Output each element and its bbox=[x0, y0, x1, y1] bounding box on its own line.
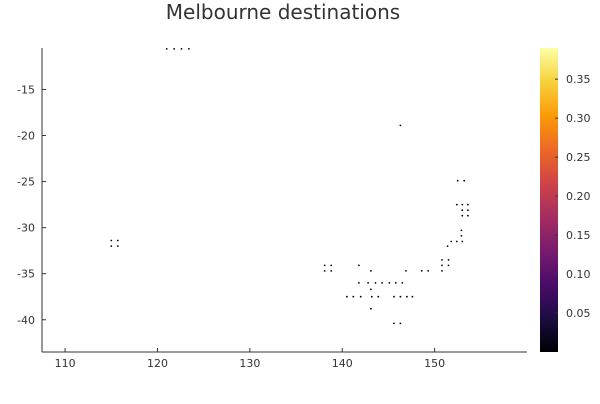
y-tick-label: -15 bbox=[17, 83, 35, 96]
colorbar-tick-label: 0.30 bbox=[566, 112, 591, 125]
data-point bbox=[399, 322, 402, 325]
data-point bbox=[330, 270, 333, 272]
data-point bbox=[411, 295, 414, 298]
chart-title: Melbourne destinations bbox=[166, 0, 400, 24]
data-point bbox=[367, 282, 369, 284]
data-point bbox=[352, 295, 355, 298]
data-point bbox=[467, 214, 469, 217]
data-point bbox=[393, 322, 395, 325]
scatter-points bbox=[110, 48, 469, 325]
data-point bbox=[450, 240, 453, 243]
data-point bbox=[323, 264, 326, 267]
x-tick-label: 150 bbox=[424, 357, 445, 370]
y-tick-label: -35 bbox=[17, 268, 35, 281]
plot-axes: 110 120 130 140 150 -15 -20 -25 -30 -35 -40 bbox=[17, 48, 527, 370]
x-tick-label: 140 bbox=[332, 357, 353, 370]
colorbar-gradient bbox=[540, 48, 558, 352]
data-point bbox=[173, 48, 176, 50]
data-point bbox=[110, 239, 113, 242]
data-point bbox=[406, 295, 408, 298]
data-point bbox=[346, 295, 348, 298]
colorbar-tick-label: 0.15 bbox=[566, 229, 591, 242]
data-point bbox=[461, 209, 464, 212]
y-tick-label: -40 bbox=[17, 314, 35, 327]
data-point bbox=[323, 270, 326, 272]
colorbar-tick-label: 0.35 bbox=[566, 73, 591, 86]
data-point bbox=[370, 270, 372, 272]
data-point bbox=[461, 203, 464, 206]
data-point bbox=[405, 270, 407, 272]
data-point bbox=[116, 239, 119, 242]
data-point bbox=[358, 264, 360, 267]
colorbar: 0.05 0.10 0.15 0.20 0.25 0.30 0.35 bbox=[540, 48, 591, 352]
data-point bbox=[441, 270, 443, 272]
data-point bbox=[165, 48, 168, 50]
data-point bbox=[399, 295, 402, 298]
data-point bbox=[455, 240, 458, 243]
x-tick-label: 110 bbox=[55, 357, 76, 370]
data-point bbox=[381, 282, 383, 284]
data-point bbox=[370, 307, 372, 310]
data-point bbox=[116, 245, 119, 248]
data-point bbox=[180, 48, 183, 50]
data-point bbox=[447, 259, 450, 261]
data-point bbox=[441, 259, 443, 261]
y-tick-label: -20 bbox=[17, 130, 35, 143]
data-point bbox=[401, 282, 404, 284]
data-point bbox=[427, 270, 430, 272]
data-point bbox=[370, 295, 373, 298]
data-point bbox=[359, 295, 362, 298]
data-point bbox=[461, 240, 464, 243]
data-point bbox=[463, 179, 466, 182]
data-point bbox=[370, 288, 372, 291]
data-point bbox=[467, 203, 469, 206]
data-point bbox=[420, 270, 423, 272]
data-point bbox=[110, 245, 113, 248]
data-point bbox=[460, 229, 463, 232]
data-point bbox=[399, 124, 402, 127]
data-point bbox=[447, 264, 450, 267]
data-point bbox=[330, 264, 333, 267]
data-point bbox=[188, 48, 190, 50]
data-point bbox=[388, 282, 391, 284]
colorbar-tick-label: 0.25 bbox=[566, 151, 591, 164]
data-point bbox=[374, 282, 377, 284]
data-point bbox=[461, 214, 464, 217]
data-point bbox=[455, 203, 458, 206]
colorbar-tick-label: 0.20 bbox=[566, 190, 591, 203]
y-tick-label: -30 bbox=[17, 222, 35, 235]
data-point bbox=[377, 295, 380, 298]
colorbar-tick-label: 0.10 bbox=[566, 268, 591, 281]
data-point bbox=[358, 282, 360, 284]
data-point bbox=[441, 264, 443, 267]
data-point bbox=[446, 245, 449, 248]
data-point bbox=[460, 235, 463, 237]
data-point bbox=[393, 295, 395, 298]
data-point bbox=[456, 179, 459, 182]
data-point bbox=[394, 282, 397, 284]
colorbar-tick-label: 0.05 bbox=[566, 307, 591, 320]
x-tick-label: 120 bbox=[147, 357, 168, 370]
x-tick-label: 130 bbox=[239, 357, 260, 370]
y-tick-label: -25 bbox=[17, 176, 35, 189]
data-point bbox=[467, 209, 469, 212]
